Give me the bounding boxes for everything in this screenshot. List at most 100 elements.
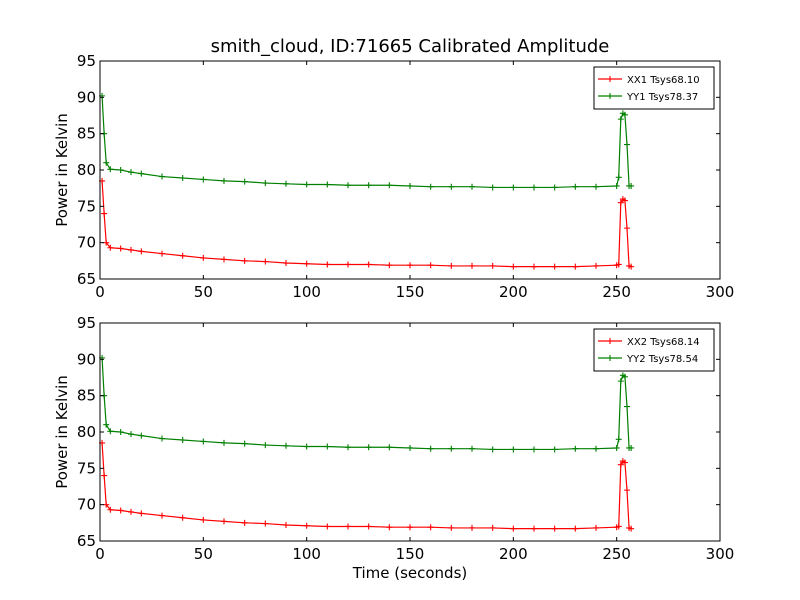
data-point (159, 173, 165, 180)
data-point (621, 459, 628, 466)
legend-label: YY2 Tsys78.54 (626, 354, 698, 365)
series-1 (99, 177, 635, 270)
data-point (551, 184, 558, 191)
data-point (624, 141, 630, 148)
data-point (407, 444, 413, 451)
data-point (324, 261, 331, 268)
legend-marker (607, 355, 613, 361)
data-point (283, 260, 289, 267)
data-point (386, 182, 393, 189)
plots: 0 50 100 150 200 250 300 65 70 75 80 85 90 95 Power in… (53, 52, 734, 582)
data-point (593, 183, 599, 190)
data-point (221, 177, 227, 184)
y-tick-label: 65 (77, 532, 96, 550)
data-point (283, 180, 289, 187)
x-tick-label: 200 (499, 545, 528, 563)
y-tick-label: 90 (77, 88, 96, 106)
legend-label: YY1 Tsys78.37 (626, 92, 698, 103)
y-tick-label: 70 (77, 496, 96, 514)
data-point (510, 184, 517, 191)
data-point (107, 166, 114, 173)
x-tick-label: 50 (194, 283, 213, 301)
data-point (262, 258, 269, 265)
y-tick-label: 80 (77, 423, 96, 441)
legend-item: YY1 Tsys78.37 (598, 92, 698, 103)
data-point (551, 446, 558, 453)
x-tick-label: 0 (95, 545, 105, 563)
data-point (531, 525, 537, 532)
data-point (531, 184, 537, 191)
y-axis-label: Power in Kelvin (53, 375, 71, 489)
data-point (551, 263, 558, 270)
data-point (103, 239, 110, 246)
data-point (221, 256, 227, 263)
data-point (103, 501, 110, 508)
x-tick-label: 100 (292, 545, 321, 563)
data-point (200, 176, 207, 183)
data-point (386, 262, 393, 269)
data-point (593, 524, 599, 531)
data-point (624, 225, 630, 232)
y-axis-label: Power in Kelvin (53, 113, 71, 227)
x-tick-label: 150 (396, 545, 425, 563)
data-point (345, 182, 351, 189)
data-point (624, 487, 630, 494)
data-point (572, 445, 579, 452)
legend-label: XX2 Tsys68.14 (627, 337, 700, 348)
data-point (303, 443, 310, 450)
data-point (615, 523, 622, 530)
data-point (407, 262, 413, 269)
data-point (283, 522, 289, 529)
data-point (262, 180, 269, 187)
data-point (510, 525, 517, 532)
data-point (117, 429, 124, 435)
data-point (617, 199, 624, 206)
data-point (448, 445, 455, 452)
data-point (241, 519, 248, 526)
y-tick-label: 70 (77, 234, 96, 252)
subplot-1: 0 50 100 150 200 250 300 65 70 75 80 85 90 95 Power in… (53, 52, 734, 301)
legend-item: XX2 Tsys68.14 (598, 337, 700, 348)
legend: XX1 Tsys68.10 YY1 Tsys78.37 (593, 66, 715, 110)
x-tick-label: 150 (396, 283, 425, 301)
data-point (615, 261, 622, 268)
legend-label: XX1 Tsys68.10 (627, 75, 700, 86)
y-tick-label: 80 (77, 161, 96, 179)
data-point (241, 440, 248, 447)
y-tick-label: 85 (77, 387, 96, 405)
x-tick-label: 250 (602, 283, 631, 301)
data-point (365, 523, 372, 530)
data-point (617, 378, 624, 385)
data-point (628, 182, 635, 189)
data-point (510, 263, 517, 270)
data-point (324, 443, 331, 450)
data-point (179, 514, 186, 521)
data-point (386, 444, 393, 451)
subplot-2: 0 50 100 150 200 250 300 65 70 75 80 85 90 95 Power in… (53, 314, 734, 582)
data-point (159, 435, 165, 442)
data-point (324, 523, 331, 530)
y-tick-label: 90 (77, 350, 96, 368)
data-point (101, 472, 108, 479)
data-point (138, 510, 145, 517)
data-point (200, 438, 207, 445)
data-point (617, 461, 624, 468)
data-point (386, 524, 393, 531)
data-point (448, 262, 455, 269)
data-point (262, 520, 269, 527)
data-point (221, 439, 227, 446)
series-2 (99, 92, 635, 191)
data-point (128, 169, 134, 176)
x-tick-label: 200 (499, 283, 528, 301)
data-point (303, 260, 310, 267)
data-point (324, 181, 331, 188)
data-point (103, 421, 110, 428)
data-point (628, 263, 635, 270)
legend-box (593, 328, 715, 372)
data-point (593, 262, 599, 269)
data-point (159, 512, 165, 519)
series-1 (99, 439, 635, 532)
legend-marker (607, 93, 613, 99)
data-point (138, 170, 145, 177)
